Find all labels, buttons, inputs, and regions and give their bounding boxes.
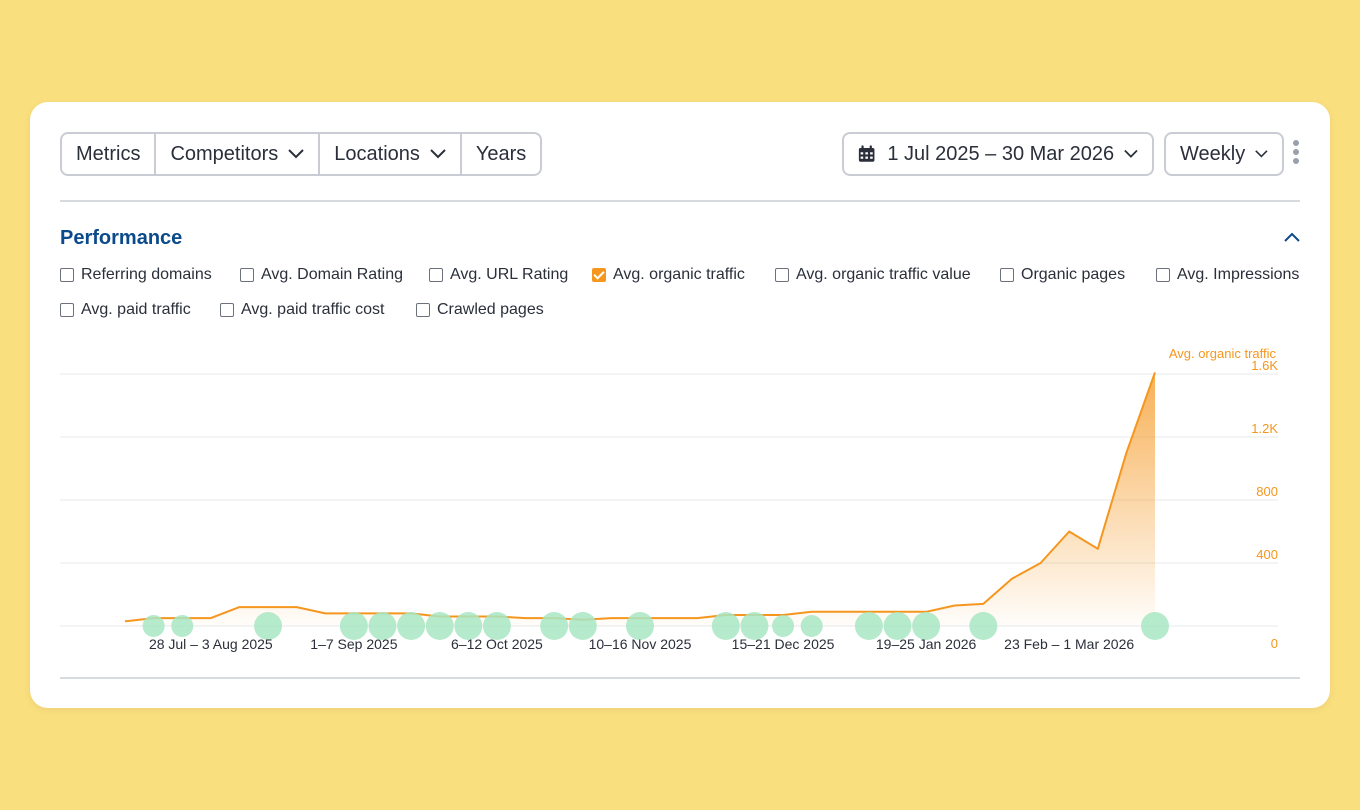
y-tick-label: 1.6K	[1251, 358, 1278, 373]
years-button[interactable]: Years	[462, 134, 540, 174]
x-tick-label: 6–12 Oct 2025	[451, 636, 543, 652]
checkbox-box-checked[interactable]	[592, 268, 606, 282]
checkbox-box[interactable]	[416, 303, 430, 317]
checkbox-avg-paid-traffic[interactable]: Avg. paid traffic	[60, 301, 191, 319]
chevron-down-icon	[430, 149, 446, 159]
checkbox-avg-url-rating[interactable]: Avg. URL Rating	[429, 266, 568, 284]
annotation-marker	[772, 615, 795, 637]
x-tick-label: 10–16 Nov 2025	[589, 636, 692, 652]
annotation-marker	[540, 612, 569, 640]
chevron-up-icon[interactable]	[1282, 228, 1302, 248]
y-tick-label: 800	[1256, 484, 1278, 499]
annotation-marker	[740, 612, 769, 640]
granularity-label: Weekly	[1180, 142, 1246, 165]
top-divider	[60, 200, 1300, 202]
years-label: Years	[475, 142, 527, 165]
checkbox-organic-pages[interactable]: Organic pages	[1000, 266, 1125, 284]
series-area	[125, 372, 1155, 626]
checkbox-box[interactable]	[240, 268, 254, 282]
x-tick-label: 19–25 Jan 2026	[876, 636, 977, 652]
annotation-marker	[397, 612, 426, 640]
metrics-label: Metrics	[76, 142, 141, 165]
checkbox-box[interactable]	[775, 268, 789, 282]
annotation-marker	[339, 612, 368, 640]
annotation-marker	[800, 615, 823, 637]
checkbox-avg-domain-rating[interactable]: Avg. Domain Rating	[240, 266, 403, 284]
calendar-icon	[858, 145, 875, 162]
y-tick-label: 1.2K	[1251, 421, 1278, 436]
x-tick-label: 28 Jul – 3 Aug 2025	[149, 636, 273, 652]
annotation-marker	[969, 612, 998, 640]
checkbox-box[interactable]	[429, 268, 443, 282]
checkbox-label: Avg. URL Rating	[450, 266, 569, 283]
annotation-marker	[626, 612, 654, 640]
annotation-marker	[568, 612, 597, 640]
checkbox-label: Avg. Domain Rating	[261, 266, 403, 283]
checkbox-label: Avg. paid traffic	[81, 301, 191, 318]
annotation-marker	[454, 612, 483, 640]
annotation-marker	[142, 615, 165, 637]
checkbox-label: Referring domains	[81, 266, 212, 283]
checkbox-box[interactable]	[1156, 268, 1170, 282]
chevron-down-icon	[288, 149, 304, 159]
series-label: Avg. organic traffic	[1169, 346, 1277, 361]
checkbox-avg-paid-traffic-cost[interactable]: Avg. paid traffic cost	[220, 301, 384, 319]
checkbox-avg-organic-traffic-value[interactable]: Avg. organic traffic value	[775, 266, 971, 284]
locations-dropdown[interactable]: Locations	[320, 134, 462, 174]
x-tick-label: 15–21 Dec 2025	[732, 636, 835, 652]
annotation-marker	[368, 612, 397, 640]
performance-card: Metrics Competitors Locations Years 1 Ju…	[30, 102, 1330, 708]
annotation-marker	[883, 612, 912, 640]
checkbox-label: Avg. organic traffic	[613, 266, 745, 283]
checkbox-referring-domains[interactable]: Referring domains	[60, 266, 212, 284]
date-range-label: 1 Jul 2025 – 30 Mar 2026	[887, 142, 1115, 165]
checkbox-box[interactable]	[60, 268, 74, 282]
competitors-label: Competitors	[170, 142, 279, 165]
checkbox-label: Crawled pages	[437, 301, 544, 318]
checkbox-label: Organic pages	[1021, 266, 1126, 283]
date-range-picker[interactable]: 1 Jul 2025 – 30 Mar 2026	[842, 132, 1154, 176]
x-tick-label: 23 Feb – 1 Mar 2026	[1004, 636, 1134, 652]
checkbox-crawled-pages[interactable]: Crawled pages	[416, 301, 544, 319]
annotation-marker	[1141, 612, 1169, 640]
annotation-marker	[482, 612, 511, 640]
chart-area: 0 400 800 1.2K 1.6K Avg. organic traffic 28 Ju…	[30, 102, 1330, 708]
checkbox-avg-impressions[interactable]: Avg. Impressions	[1156, 266, 1299, 284]
chevron-down-icon	[1255, 150, 1268, 158]
checkbox-label: Avg. Impressions	[1177, 266, 1300, 283]
annotation-marker	[171, 615, 194, 637]
series-line	[124, 372, 1156, 623]
annotation-marker	[912, 612, 941, 640]
checkbox-avg-organic-traffic[interactable]: Avg. organic traffic	[592, 266, 745, 284]
metrics-button[interactable]: Metrics	[62, 134, 157, 174]
annotation-marker	[254, 612, 283, 640]
competitors-dropdown[interactable]: Competitors	[156, 134, 321, 174]
locations-label: Locations	[334, 142, 420, 165]
x-tick-label: 1–7 Sep 2025	[310, 636, 397, 652]
checkbox-label: Avg. paid traffic cost	[241, 301, 385, 318]
y-tick-label: 400	[1256, 547, 1278, 562]
checkbox-box[interactable]	[60, 303, 74, 317]
y-tick-label: 0	[1271, 636, 1278, 651]
checkbox-label: Avg. organic traffic value	[796, 266, 971, 283]
granularity-dropdown[interactable]: Weekly	[1164, 132, 1284, 176]
annotation-marker	[711, 612, 740, 640]
section-title: Performance	[60, 227, 183, 249]
chevron-down-icon	[1124, 149, 1138, 158]
annotation-marker	[425, 612, 454, 640]
view-segmented-control: Metrics Competitors Locations Years	[60, 132, 543, 176]
annotation-marker	[854, 612, 883, 640]
bottom-divider	[60, 677, 1300, 679]
more-options-icon[interactable]	[1290, 140, 1302, 168]
checkbox-box[interactable]	[1000, 268, 1014, 282]
checkbox-box[interactable]	[220, 303, 234, 317]
